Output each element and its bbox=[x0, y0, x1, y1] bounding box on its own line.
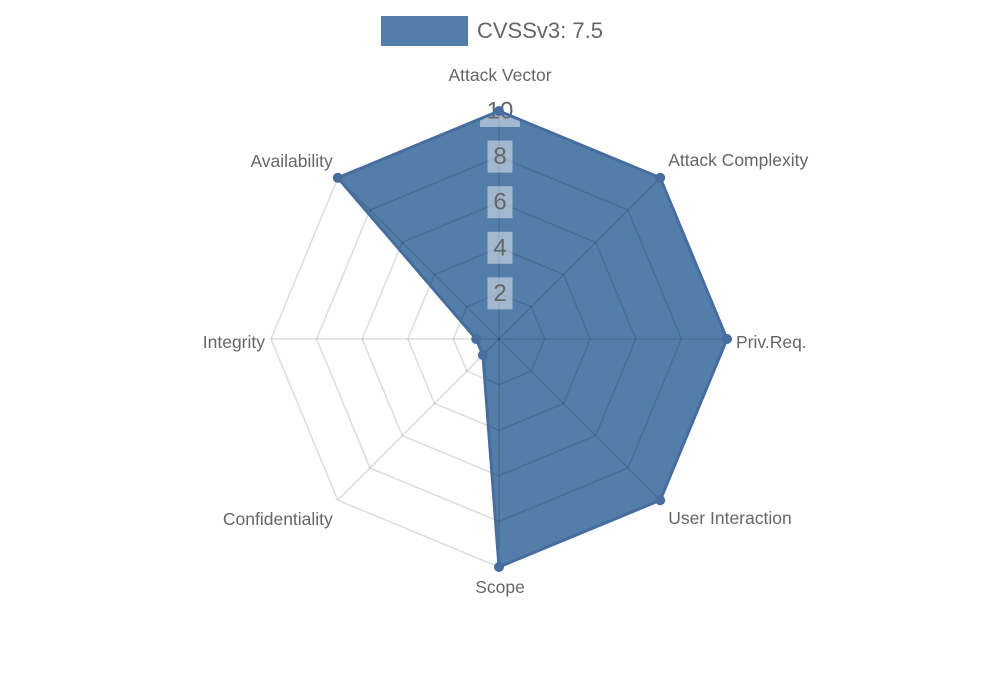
tick-label-2: 2 bbox=[493, 280, 506, 307]
grid-ring-6 bbox=[361, 201, 637, 477]
data-point-attack-vector[interactable] bbox=[494, 106, 504, 116]
grid-spoke-confidentiality bbox=[337, 338, 500, 501]
axis-label-attack-complexity: Attack Complexity bbox=[668, 150, 808, 170]
axis-label-user-interaction: User Interaction bbox=[668, 508, 792, 528]
tick-backdrop-4 bbox=[487, 231, 513, 264]
legend-label: CVSSv3: 7.5 bbox=[477, 18, 603, 43]
axis-label-priv-req: Priv.Req. bbox=[736, 332, 807, 352]
data-point-confidentiality[interactable] bbox=[477, 350, 488, 361]
grid-ring-2 bbox=[452, 292, 546, 386]
grid-spoke-attack-complexity bbox=[498, 177, 661, 340]
axis-label-availability: Availability bbox=[250, 151, 333, 171]
axis-label-scope: Scope bbox=[475, 577, 525, 597]
tick-backdrop-6 bbox=[487, 186, 513, 219]
data-point-integrity[interactable] bbox=[471, 334, 482, 344]
tick-label-8: 8 bbox=[493, 143, 506, 170]
grid-ring-4 bbox=[406, 246, 592, 432]
radar-area bbox=[337, 111, 727, 567]
data-point-priv-req[interactable] bbox=[722, 334, 732, 344]
legend-item[interactable]: CVSSv3: 7.5 bbox=[381, 16, 603, 46]
data-point-scope[interactable] bbox=[494, 562, 504, 572]
grid-ring-8 bbox=[315, 155, 683, 523]
axis-label-confidentiality: Confidentiality bbox=[223, 509, 333, 529]
axis-label-integrity: Integrity bbox=[203, 332, 265, 352]
grid-spoke-user-interaction bbox=[498, 338, 661, 501]
data-point-user-interaction[interactable] bbox=[655, 495, 666, 506]
tick-label-6: 6 bbox=[493, 189, 506, 216]
grid-spoke-availability bbox=[337, 177, 500, 340]
tick-label-4: 4 bbox=[493, 234, 506, 261]
axis-label-attack-vector: Attack Vector bbox=[448, 65, 551, 85]
data-point-availability[interactable] bbox=[332, 172, 343, 183]
data-point-attack-complexity[interactable] bbox=[655, 172, 666, 183]
legend-swatch bbox=[381, 16, 468, 46]
tick-backdrop-8 bbox=[487, 140, 513, 173]
tick-backdrop-2 bbox=[487, 277, 513, 310]
